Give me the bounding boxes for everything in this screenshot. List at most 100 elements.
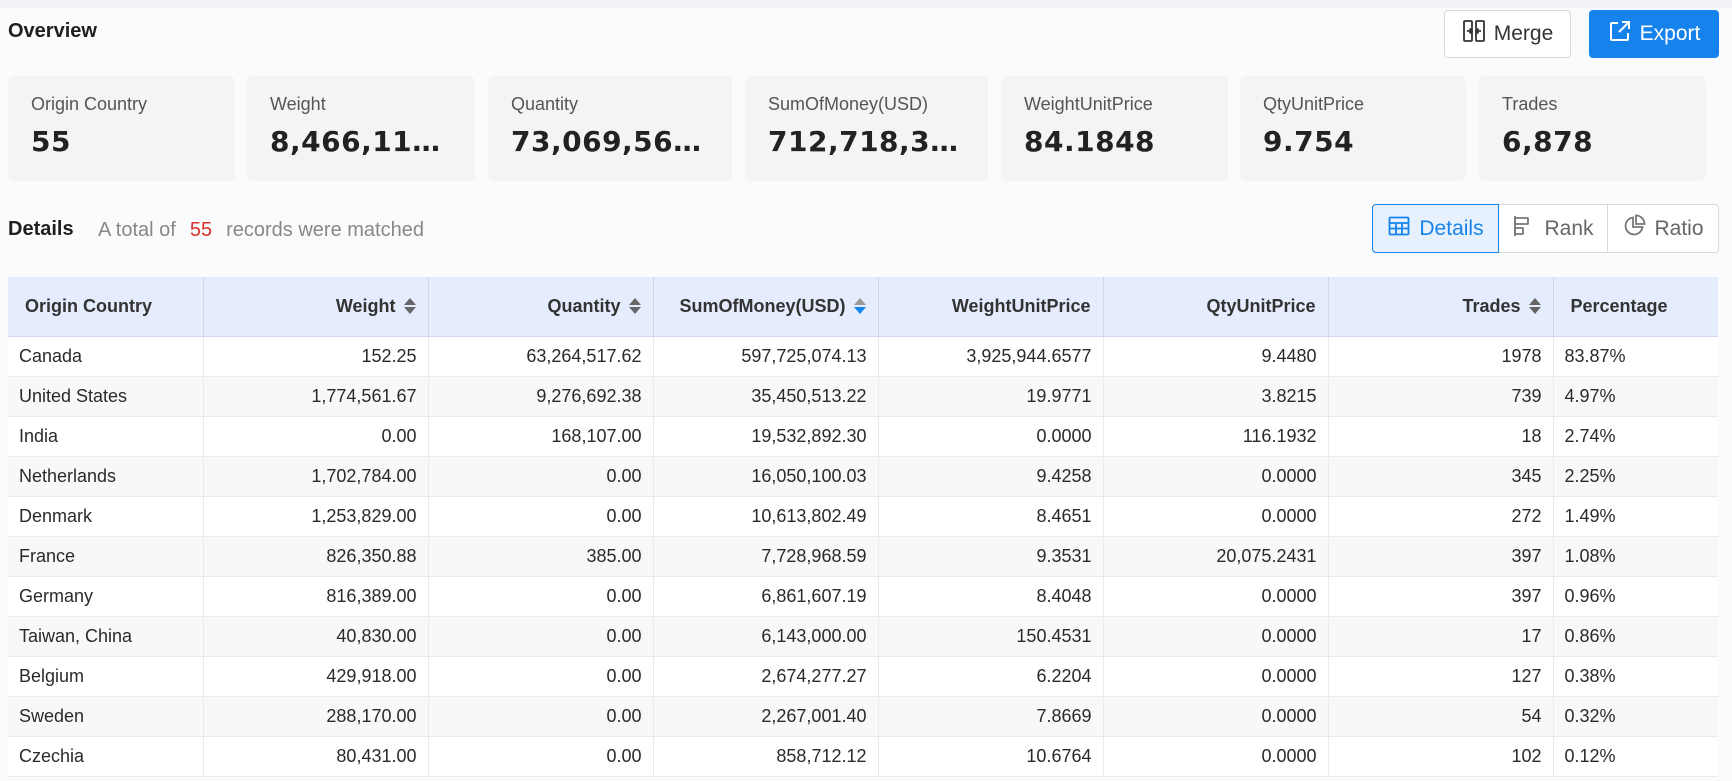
table-cell: 0.00	[428, 736, 654, 777]
overview-title: Overview	[8, 20, 97, 42]
table-cell: 19.9771	[878, 376, 1104, 417]
card-label: QtyUnitPrice	[1263, 94, 1365, 114]
table-cell: 0.12%	[1553, 736, 1718, 777]
table-cell: 739	[1328, 376, 1554, 417]
sort-icon[interactable]	[403, 298, 416, 315]
table-cell: 6,861,607.19	[653, 576, 879, 617]
table-cell: 16,050,100.03	[653, 456, 879, 497]
summary-card-quantity: Quantity 73,069,560.…	[488, 76, 732, 181]
table-row: Denmark 1,253,829.00 0.00 10,613,802.49 8.46…	[8, 496, 1718, 537]
table-cell: 20,075.2431	[1103, 536, 1329, 577]
summary-card-weight-unit-price: WeightUnitPrice 84.1848	[1001, 76, 1228, 181]
table-cell: 0.96%	[1553, 576, 1718, 617]
table-cell: 150.4531	[878, 616, 1104, 657]
merge-icon	[1462, 19, 1486, 49]
rank-bars-icon	[1512, 214, 1536, 244]
table-header-row: Origin Country Weight Quantity SumOfMone…	[8, 277, 1718, 337]
export-button[interactable]: Export	[1589, 10, 1719, 58]
column-header-trades[interactable]: Trades	[1328, 277, 1554, 337]
table-cell: 1.49%	[1553, 496, 1718, 537]
view-tab-label: Ratio	[1654, 216, 1704, 240]
table-cell: 1,774,561.67	[203, 376, 429, 417]
export-icon	[1608, 19, 1632, 49]
table-cell: 8.4651	[878, 496, 1104, 537]
card-label: Origin Country	[31, 94, 148, 114]
table-cell: Canada	[8, 336, 204, 377]
table-cell: 2.74%	[1553, 416, 1718, 457]
table-cell: 0.32%	[1553, 696, 1718, 737]
view-tab-details[interactable]: Details	[1372, 204, 1499, 253]
table-cell: 152.25	[203, 336, 429, 377]
table-cell: 0.0000	[1103, 616, 1329, 657]
pie-chart-icon	[1622, 214, 1646, 244]
table-cell: 116.1932	[1103, 416, 1329, 457]
summary-card-trades: Trades 6,878	[1479, 76, 1706, 181]
table-cell: 0.0000	[1103, 736, 1329, 777]
table-cell: 80,431.00	[203, 736, 429, 777]
card-value: 712,718,394…	[768, 125, 964, 158]
merge-button[interactable]: Merge	[1444, 10, 1571, 58]
table-cell: 345	[1328, 456, 1554, 497]
table-cell: 127	[1328, 656, 1554, 697]
card-value: 55	[31, 125, 71, 158]
table-cell: Taiwan, China	[8, 616, 204, 657]
table-cell: 9.4258	[878, 456, 1104, 497]
table-cell: 826,350.88	[203, 536, 429, 577]
table-row: Germany 816,389.00 0.00 6,861,607.19 8.4048 0…	[8, 576, 1718, 617]
sort-icon[interactable]	[1528, 298, 1541, 315]
table-row: India 0.00 168,107.00 19,532,892.30 0.0000 11…	[8, 416, 1718, 457]
sort-descending-icon[interactable]	[853, 298, 866, 315]
column-header-quantity[interactable]: Quantity	[428, 277, 654, 337]
card-value: 9.754	[1263, 125, 1355, 158]
table-cell: India	[8, 416, 204, 457]
table-cell: 0.0000	[1103, 456, 1329, 497]
table-icon	[1387, 214, 1411, 244]
table-cell: 2,674,277.27	[653, 656, 879, 697]
table-cell: 272	[1328, 496, 1554, 537]
table-cell: 0.00	[203, 416, 429, 457]
table-cell: 385.00	[428, 536, 654, 577]
table-cell: 0.38%	[1553, 656, 1718, 697]
view-tab-ratio[interactable]: Ratio	[1607, 204, 1719, 253]
table-cell: 8.4048	[878, 576, 1104, 617]
table-cell: 1,702,784.00	[203, 456, 429, 497]
table-cell: Belgium	[8, 656, 204, 697]
table-cell: 102	[1328, 736, 1554, 777]
export-label: Export	[1639, 22, 1701, 45]
column-header-sum-of-money[interactable]: SumOfMoney(USD)	[653, 277, 879, 337]
table-row: Taiwan, China 40,830.00 0.00 6,143,000.00 15…	[8, 616, 1718, 657]
table-cell: 9.4480	[1103, 336, 1329, 377]
table-row: Canada 152.25 63,264,517.62 597,725,074.13 3…	[8, 336, 1718, 377]
card-label: WeightUnitPrice	[1024, 94, 1153, 114]
table-cell: Netherlands	[8, 456, 204, 497]
table-cell: 168,107.00	[428, 416, 654, 457]
summary-card-sum-of-money: SumOfMoney(USD) 712,718,394…	[745, 76, 988, 181]
table-cell: 1.08%	[1553, 536, 1718, 577]
table-cell: 0.0000	[1103, 576, 1329, 617]
table-cell: 10,613,802.49	[653, 496, 879, 537]
matched-prefix: A total of	[98, 219, 176, 241]
card-value: 8,466,119.72	[270, 125, 451, 158]
table-cell: 6.2204	[878, 656, 1104, 697]
table-cell: 0.0000	[878, 416, 1104, 457]
table-cell: 858,712.12	[653, 736, 879, 777]
view-tab-rank[interactable]: Rank	[1498, 204, 1608, 253]
table-row: Belgium 429,918.00 0.00 2,674,277.27 6.2204 0…	[8, 656, 1718, 697]
top-strip	[0, 0, 1732, 8]
table-row: Sweden 288,170.00 0.00 2,267,001.40 7.8669 0.…	[8, 696, 1718, 737]
table-cell: 429,918.00	[203, 656, 429, 697]
card-label: Trades	[1502, 94, 1558, 114]
column-header-weight[interactable]: Weight	[203, 277, 429, 337]
table-cell: 0.00	[428, 656, 654, 697]
card-label: Quantity	[511, 94, 579, 114]
table-row: United States 1,774,561.67 9,276,692.38 35,…	[8, 376, 1718, 417]
table-cell: 63,264,517.62	[428, 336, 654, 377]
table-row: Netherlands 1,702,784.00 0.00 16,050,100.03…	[8, 456, 1718, 497]
sort-icon[interactable]	[628, 298, 641, 315]
table-row: Czechia 80,431.00 0.00 858,712.12 10.6764 0.0…	[8, 736, 1718, 777]
card-label: SumOfMoney(USD)	[768, 94, 929, 114]
column-header-origin-country[interactable]: Origin Country	[8, 277, 204, 337]
card-label: Weight	[270, 94, 326, 114]
table-cell: 19,532,892.30	[653, 416, 879, 457]
table-cell: 597,725,074.13	[653, 336, 879, 377]
